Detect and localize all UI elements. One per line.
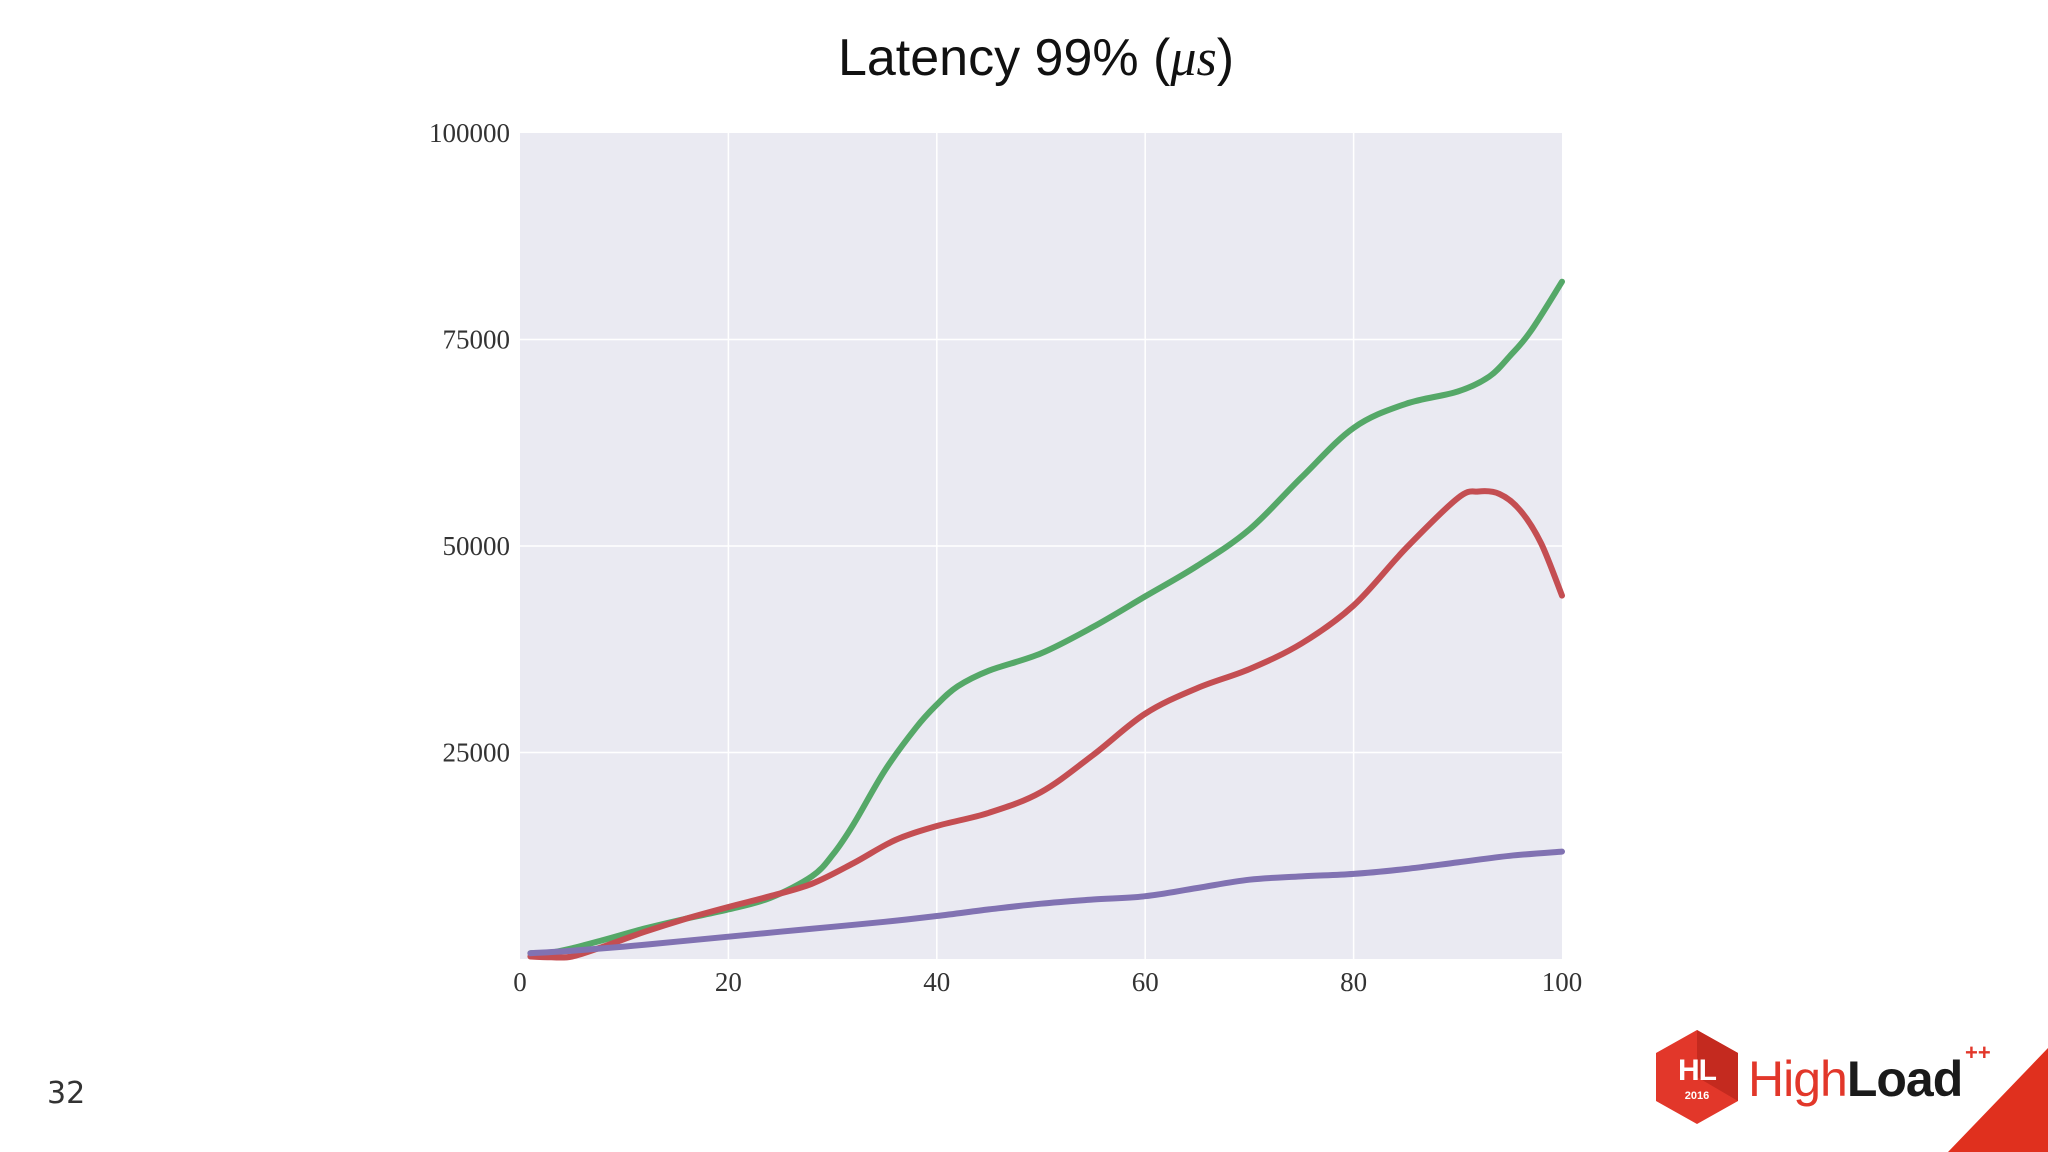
slide-number: 32 [47, 1076, 86, 1111]
x-tick-label: 100 [1542, 967, 1583, 997]
y-tick-label: 75000 [443, 325, 511, 355]
chart-title-math: μs [1170, 30, 1217, 87]
logo-superscript: ++ [1965, 1040, 1991, 1065]
highload-logo: HL 2016 HighLoad ++ [1656, 1024, 2016, 1124]
x-tick-label: 40 [923, 967, 950, 997]
x-tick-label: 80 [1340, 967, 1367, 997]
y-tick-label: 100000 [429, 118, 510, 148]
logo-word-high: High [1748, 1051, 1848, 1107]
x-tick-label: 60 [1132, 967, 1159, 997]
logo-year: 2016 [1684, 1090, 1710, 1102]
logo-wordmark: HighLoad [1748, 1050, 1963, 1108]
chart-title-prefix: Latency 99% ( [837, 29, 1171, 87]
y-tick-label: 50000 [443, 531, 511, 561]
chart-title-suffix: ) [1216, 29, 1235, 87]
x-axis-tick-labels: 0 20 40 60 80 100 [513, 967, 1582, 997]
x-tick-label: 0 [513, 967, 527, 997]
series-line-3 [527, 848, 1565, 957]
x-tick-label: 20 [715, 967, 742, 997]
y-axis-tick-labels: 25000 50000 75000 100000 [429, 118, 510, 768]
grid-lines [520, 133, 1562, 959]
series-line-2 [527, 488, 1565, 961]
hexagon-logo-icon [1656, 1030, 1738, 1124]
corner-triangle-decoration [1948, 1048, 2048, 1152]
series-lines [527, 278, 1565, 961]
y-tick-label: 25000 [443, 738, 511, 768]
logo-word-load: Load [1846, 1051, 1963, 1107]
chart-title: Latency 99% (μs) [0, 28, 2048, 88]
logo-mark: HL [1678, 1054, 1717, 1087]
